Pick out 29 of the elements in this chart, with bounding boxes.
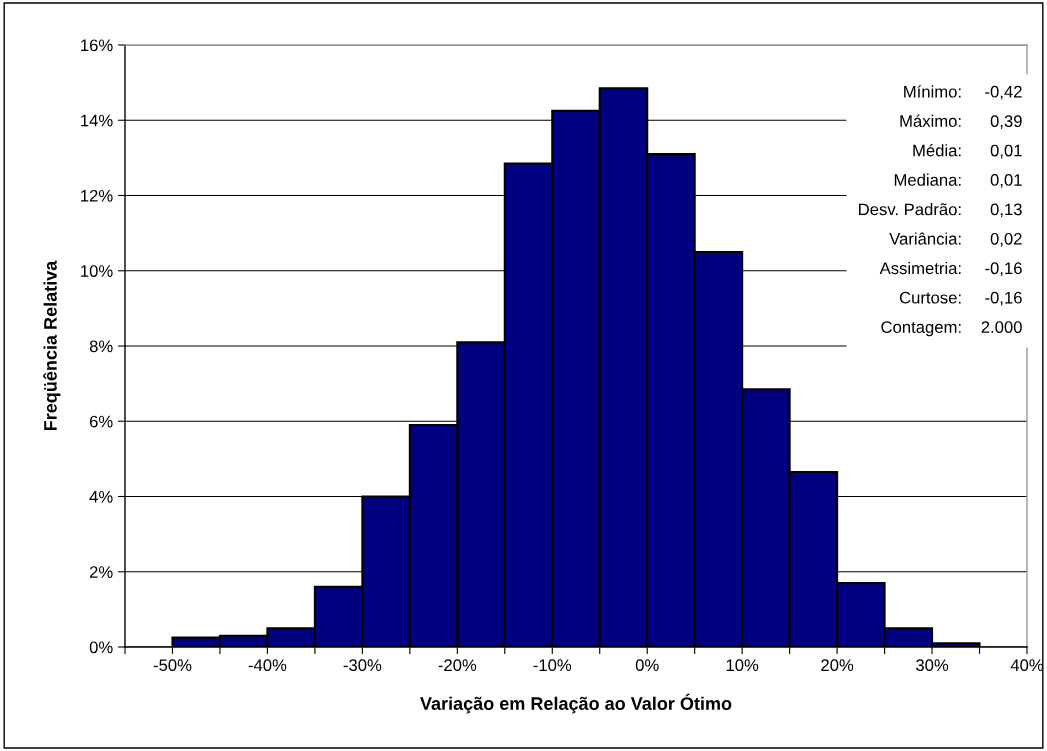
x-tick-label: -10% xyxy=(533,659,572,672)
text: Máximo: 0,39 xyxy=(900,114,1022,129)
text: Variância: 0,02 xyxy=(889,232,1022,247)
x-tick-label: -50% xyxy=(153,659,192,672)
x-axis-title: Variação em Relação ao Valor Ótimo xyxy=(420,693,732,714)
y-tick-label: 2% xyxy=(89,566,113,578)
y-tick-label: 16% xyxy=(81,39,113,52)
y-tick-label: 8% xyxy=(89,340,113,353)
y-tick-label: 6% xyxy=(89,415,113,428)
x-tick-label: -40% xyxy=(248,659,287,672)
y-tick-label: 14% xyxy=(81,114,113,127)
x-tick-label: 0% xyxy=(635,659,659,672)
x-tick-label: -20% xyxy=(438,659,477,672)
text: Assimetria: -0,16 xyxy=(879,261,1022,277)
x-tick-label: -30% xyxy=(343,659,382,672)
y-tick-label: 0% xyxy=(89,641,113,654)
text: Desv. Padrão: 0,13 xyxy=(859,203,1022,218)
text: Contagem: 2.000 xyxy=(881,321,1022,337)
text: Curtose: -0,16 xyxy=(899,291,1022,306)
x-tick-label: 10% xyxy=(726,659,759,672)
y-tick-label: 4% xyxy=(89,490,113,503)
y-tick-label: 10% xyxy=(81,265,113,277)
y-axis-title: Freqüência Relativa xyxy=(43,260,61,431)
y-tick-label: 12% xyxy=(81,189,113,202)
text: Média: 0,01 xyxy=(913,143,1022,159)
x-tick-label: 20% xyxy=(821,659,854,672)
text: Mínimo: -0,42 xyxy=(904,85,1022,100)
text: Mediana: 0,01 xyxy=(894,173,1022,188)
x-tick-label: 30% xyxy=(916,659,949,672)
